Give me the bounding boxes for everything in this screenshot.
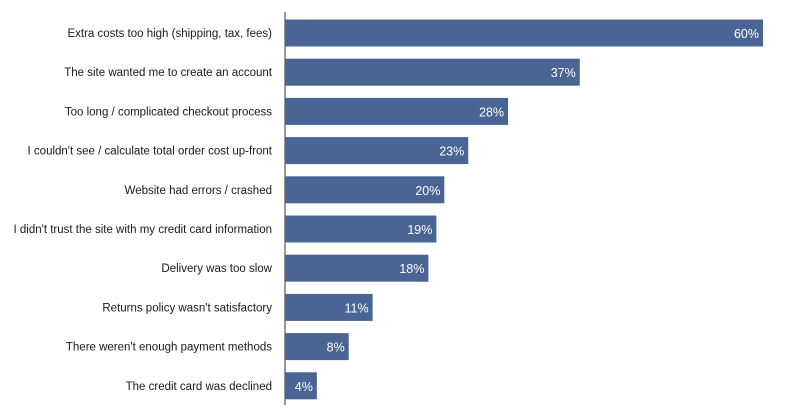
category-label: Returns policy wasn't satisfactory bbox=[102, 302, 272, 314]
bar bbox=[285, 19, 763, 47]
category-label: Website had errors / crashed bbox=[125, 185, 272, 197]
bars bbox=[285, 19, 763, 400]
bar-value-label: 11% bbox=[345, 301, 369, 315]
bar bbox=[285, 137, 469, 165]
bar bbox=[285, 254, 429, 282]
category-label: Extra costs too high (shipping, tax, fee… bbox=[67, 28, 272, 40]
bar bbox=[285, 333, 349, 361]
bar-value-label: 18% bbox=[399, 262, 424, 276]
bar bbox=[285, 97, 509, 125]
category-label: I didn't trust the site with my credit c… bbox=[14, 224, 273, 236]
bar-value-label: 20% bbox=[415, 184, 440, 198]
bar-value-label: 23% bbox=[439, 145, 464, 159]
value-labels: 60% 37% 28% 23% 20% 19% 18% 11% 8% 4% bbox=[295, 27, 759, 394]
bar-value-label: 37% bbox=[551, 66, 576, 80]
bar bbox=[285, 293, 373, 321]
bar-value-label: 8% bbox=[327, 341, 345, 355]
bar-value-label: 4% bbox=[295, 380, 313, 394]
category-label: I couldn't see / calculate total order c… bbox=[28, 146, 273, 158]
category-label: The site wanted me to create an account bbox=[64, 67, 273, 79]
category-labels: Extra costs too high (shipping, tax, fee… bbox=[14, 28, 273, 393]
bar bbox=[285, 176, 445, 204]
bar bbox=[285, 215, 437, 243]
category-label: Too long / complicated checkout process bbox=[65, 106, 272, 118]
bar bbox=[285, 58, 580, 86]
bar-value-label: 60% bbox=[734, 27, 759, 41]
bar bbox=[285, 372, 317, 400]
category-label: There weren't enough payment methods bbox=[66, 342, 272, 354]
category-label: Delivery was too slow bbox=[161, 263, 272, 275]
category-label: The credit card was declined bbox=[126, 381, 272, 393]
bar-value-label: 28% bbox=[479, 105, 504, 119]
bar-value-label: 19% bbox=[407, 223, 432, 237]
